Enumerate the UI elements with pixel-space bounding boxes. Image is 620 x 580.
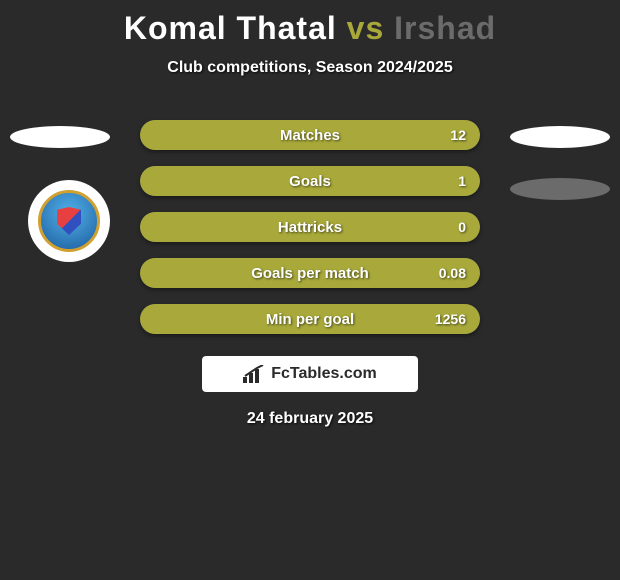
stat-row: Matches12 — [140, 120, 480, 150]
brand-text: FcTables.com — [271, 365, 377, 383]
stat-row: Goals1 — [140, 166, 480, 196]
stat-label: Hattricks — [140, 212, 480, 242]
stat-value: 0.08 — [439, 258, 466, 288]
stat-value: 0 — [458, 212, 466, 242]
stat-rows-container: Matches12 Goals1 Hattricks0 Goals per match… — [140, 120, 480, 350]
brand-logo: FcTables.com — [202, 356, 418, 392]
stat-row: Hattricks0 — [140, 212, 480, 242]
player1-marker-ellipse — [10, 126, 110, 148]
stat-label: Goals per match — [140, 258, 480, 288]
club-badge-inner — [38, 190, 100, 252]
club-badge — [28, 180, 110, 262]
footer-date: 24 february 2025 — [0, 410, 620, 428]
subtitle: Club competitions, Season 2024/2025 — [0, 59, 620, 77]
player2-name: Irshad — [394, 10, 496, 46]
stat-value: 1 — [458, 166, 466, 196]
stat-value: 12 — [450, 120, 466, 150]
shield-icon — [57, 207, 81, 235]
player2-marker-ellipse-grey — [510, 178, 610, 200]
page-title: Komal Thatal vs Irshad — [0, 0, 620, 47]
vs-text: vs — [347, 10, 385, 46]
player1-name: Komal Thatal — [124, 10, 337, 46]
stat-label: Min per goal — [140, 304, 480, 334]
stat-label: Goals — [140, 166, 480, 196]
player2-marker-ellipse-white — [510, 126, 610, 148]
stat-row: Min per goal1256 — [140, 304, 480, 334]
stat-value: 1256 — [435, 304, 466, 334]
stat-label: Matches — [140, 120, 480, 150]
stat-row: Goals per match0.08 — [140, 258, 480, 288]
bars-icon — [243, 365, 265, 383]
